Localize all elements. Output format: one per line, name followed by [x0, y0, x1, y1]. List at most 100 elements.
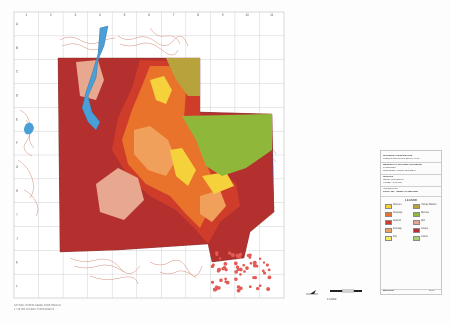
settlement-dot: [224, 277, 227, 281]
settlement-dot: [216, 269, 220, 273]
title-line-8: OLCEK: 1/10 000: [383, 182, 402, 184]
settlement-dot: [239, 286, 243, 290]
legend-swatch-4: [413, 212, 420, 217]
settlement-dot: [222, 265, 227, 270]
grid-row-label: L: [16, 284, 18, 288]
lake: [24, 122, 34, 135]
grid-column-label: 8: [197, 13, 199, 17]
settlement-dot: [266, 287, 271, 291]
settlement-dot: [236, 288, 241, 293]
legend-label-10: Granit: [421, 235, 428, 238]
grid-column-label: 3: [74, 13, 76, 17]
grid-row-label: K: [16, 260, 19, 264]
legend-swatch-8: [413, 228, 420, 233]
settlement-dot: [235, 265, 240, 269]
settlement-dot: [225, 280, 230, 285]
settlement-dot: [265, 263, 269, 267]
settlement-dot: [267, 275, 272, 280]
scale-bar: [330, 289, 362, 293]
grid-row-label: A: [16, 22, 19, 26]
grid-column-label: 4: [99, 13, 101, 17]
settlement-dot: [242, 263, 246, 267]
settlement-dot: [267, 268, 271, 272]
legend-label-8: Gnays: [421, 227, 428, 230]
title-line-2: ORMAN FAKULTESI ENSTITUSU: [383, 158, 420, 160]
settlement-dot: [243, 270, 246, 273]
title-line-1: ISTANBUL UNIVERSITESI: [383, 155, 413, 157]
settlement-dots: [210, 251, 272, 293]
light-orange-geology-unit-2: [200, 190, 226, 222]
settlement-dot: [227, 251, 232, 255]
panel-footer-left: IMZALAR: [383, 290, 394, 292]
settlement-dot: [252, 263, 257, 268]
settlement-dot: [245, 266, 249, 270]
grid-row-label: G: [16, 165, 19, 169]
settlement-dot: [210, 280, 215, 284]
grid-column-label: 11: [270, 13, 274, 17]
grid-row-label: I: [17, 213, 18, 217]
settlement-dot: [258, 284, 262, 288]
grid-column-label: 9: [222, 13, 224, 17]
settlement-dot: [262, 261, 266, 264]
settlement-dot: [238, 253, 242, 257]
settlement-dot: [237, 255, 242, 259]
settlement-dot: [218, 257, 222, 260]
settlement-dot: [256, 286, 260, 291]
settlement-dot: [248, 285, 252, 289]
grid-row-label: E: [16, 117, 18, 121]
settlement-dot: [246, 253, 250, 257]
legend-swatch-10: [413, 236, 420, 241]
contour-lines: [17, 27, 277, 285]
pink-geology-unit-2: [96, 168, 144, 220]
legend-label-9: Fliş: [393, 235, 397, 238]
settlement-dot: [252, 260, 257, 265]
title-line-9: HAZIRLAYAN: [383, 188, 398, 190]
settlement-dot: [239, 273, 242, 276]
grid-column-label: 1: [25, 13, 27, 17]
olive-geology-unit: [166, 58, 200, 96]
legend-label-4: Mermer: [421, 211, 430, 214]
north-arrow-icon: [306, 290, 318, 295]
legend-swatch-7: [385, 228, 392, 233]
legend-label-3: Kireçtaşı: [393, 211, 403, 214]
legend-title: LEJAND: [404, 198, 417, 202]
settlement-dot: [238, 267, 243, 272]
grid-row-label: C: [16, 70, 19, 74]
legend-label-2: Yamaç Molozu: [421, 203, 437, 206]
settlement-dot: [236, 268, 240, 271]
grid-row-label: H: [16, 189, 19, 193]
legend-swatch-1: [385, 204, 392, 209]
title-line-7: ARAZI CALISMASI: [383, 179, 404, 181]
settlement-dot: [234, 261, 238, 266]
panel-footer-right: 2015: [429, 290, 435, 292]
settlement-dot: [234, 277, 238, 281]
grid-row-label: J: [16, 236, 18, 240]
legend-swatch-3: [385, 212, 392, 217]
settlement-dot: [217, 286, 221, 290]
settlement-dot: [234, 270, 238, 274]
yellow-geology-unit-3: [202, 172, 234, 194]
grid-row-label: B: [16, 46, 18, 50]
legend-label-5: Andezit: [393, 219, 401, 222]
legend-swatch-6: [413, 220, 420, 225]
settlement-dot: [249, 261, 253, 265]
title-line-3: MESLEKI UYGULAMA CALISMASI: [383, 164, 422, 166]
settlement-dot: [210, 264, 215, 269]
settlement-dot: [258, 257, 262, 260]
footer-source: KAYNAK: HARITA GENEL KOMUTANLIGI: [14, 304, 62, 307]
footer-source-2: 1 / 25 000 OLCEKLI TOPOGRAFYA: [14, 308, 55, 311]
settlement-dot: [230, 253, 235, 257]
river: [81, 25, 109, 131]
title-line-6: JEOLOJI: [383, 176, 394, 178]
settlement-dot: [223, 262, 228, 266]
title-line-4: PLANLAMA: [383, 167, 396, 169]
settlement-dot: [252, 276, 255, 279]
grid-column-label: 10: [245, 13, 249, 17]
grid-column-label: 7: [173, 13, 175, 17]
grid-column-label: 5: [124, 13, 126, 17]
title-line-10: PROF. DR. YAMAC PLANLAMA: [383, 191, 419, 193]
legend-swatch-9: [385, 236, 392, 241]
grid-row-label: F: [16, 141, 18, 145]
